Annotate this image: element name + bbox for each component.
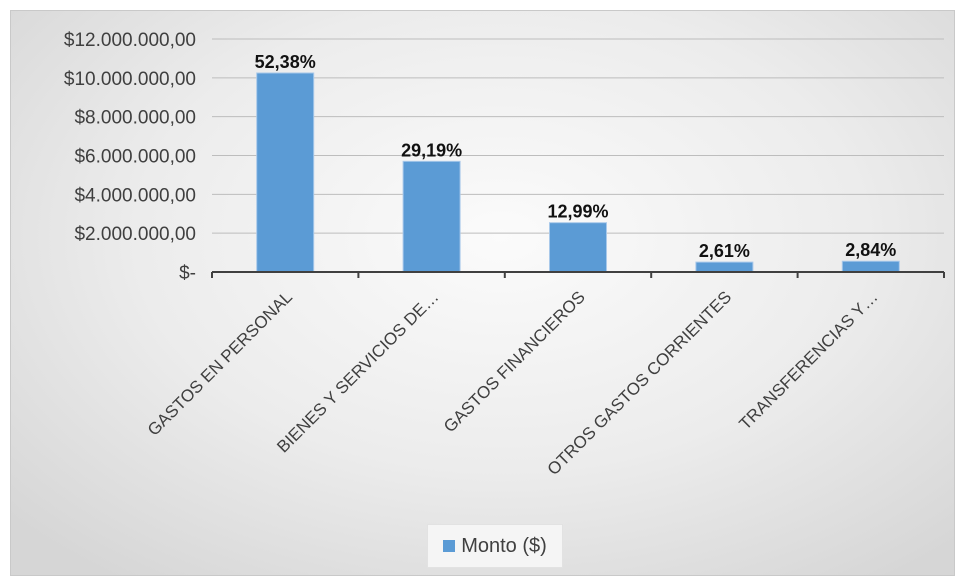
y-tick-label: $6.000.000,00 xyxy=(74,147,196,168)
y-tick-label: $8.000.000,00 xyxy=(74,108,196,129)
category-label: GASTOS FINANCIEROS xyxy=(440,287,589,436)
data-label: 29,19% xyxy=(401,140,462,160)
chart-area: $- $2.000.000,00 $4.000.000,00 $6.000.000,0… xyxy=(10,10,955,576)
y-tick-label: $4.000.000,00 xyxy=(74,185,196,206)
category-label: TRANSFERENCIAS Y… xyxy=(735,287,881,433)
bar xyxy=(549,222,607,273)
y-tick-label: $12.000.000,00 xyxy=(64,30,196,51)
legend: Monto ($) xyxy=(427,524,563,568)
bar xyxy=(695,261,754,273)
y-tick-label: $- xyxy=(179,263,196,284)
data-label: 12,99% xyxy=(547,202,608,222)
category-label: BIENES Y SERVICIOS DE… xyxy=(273,287,442,456)
bar xyxy=(256,72,315,273)
y-tick-label: $10.000.000,00 xyxy=(64,69,196,90)
data-label: 2,84% xyxy=(845,240,896,260)
bar xyxy=(841,260,900,273)
bar xyxy=(402,160,461,273)
bar-chart: $- $2.000.000,00 $4.000.000,00 $6.000.000,0… xyxy=(64,30,945,479)
data-label: 52,38% xyxy=(255,52,316,72)
y-tick-label: $2.000.000,00 xyxy=(74,224,196,245)
legend-label: Monto ($) xyxy=(461,534,547,557)
legend-swatch xyxy=(443,540,456,552)
category-label: GASTOS EN PERSONAL xyxy=(144,287,296,439)
data-label: 2,61% xyxy=(699,241,750,261)
